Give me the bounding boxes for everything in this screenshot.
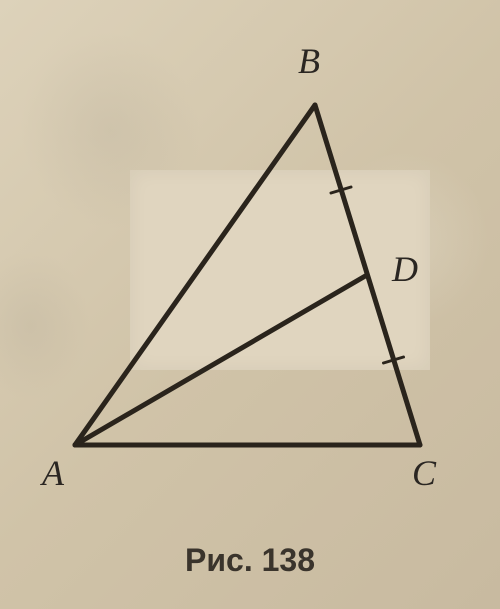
vertex-label-C: C xyxy=(412,452,436,494)
segment-AB xyxy=(75,105,315,445)
vertex-label-B: B xyxy=(298,40,320,82)
vertex-label-A: A xyxy=(42,452,64,494)
figure-caption: Рис. 138 xyxy=(0,542,500,579)
segment-AD xyxy=(75,275,367,445)
vertex-label-D: D xyxy=(392,248,418,290)
